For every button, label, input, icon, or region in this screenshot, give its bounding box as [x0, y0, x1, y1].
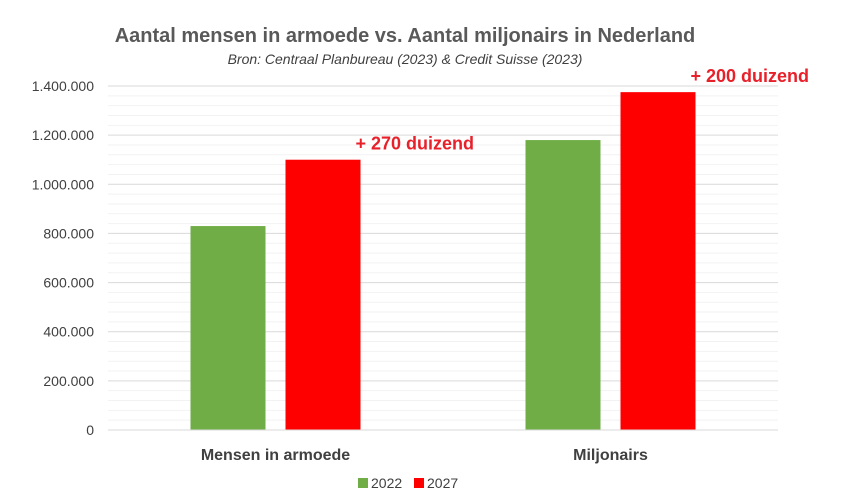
- y-tick-label: 0: [86, 422, 94, 438]
- legend-swatch: [358, 478, 368, 488]
- y-tick-label: 1.000.000: [32, 176, 94, 192]
- y-axis-tick-labels: 0 200.000 400.000 600.000 800.000 1.000.000 1.…: [32, 78, 95, 438]
- bar-annotation: + 200 duizend: [691, 66, 810, 86]
- x-category-label: Mensen in armoede: [201, 447, 350, 464]
- legend: 2022 2027: [358, 475, 458, 491]
- y-tick-label: 1.200.000: [32, 127, 94, 143]
- bar-2022-0: [190, 226, 266, 430]
- y-tick-label: 200.000: [43, 373, 94, 389]
- chart-subtitle: Bron: Centraal Planbureau (2023) & Credi…: [228, 51, 583, 67]
- legend-swatch: [414, 478, 424, 488]
- bar-annotation: + 270 duizend: [356, 134, 475, 154]
- y-tick-label: 1.400.000: [32, 78, 94, 94]
- bar-2027-1: [620, 92, 696, 431]
- y-tick-label: 600.000: [43, 275, 94, 291]
- legend-label: 2027: [427, 475, 458, 491]
- chart-title: Aantal mensen in armoede vs. Aantal milj…: [115, 25, 696, 47]
- x-category-label: Miljonairs: [573, 447, 648, 464]
- y-tick-label: 800.000: [43, 225, 94, 241]
- x-axis-category-labels: Mensen in armoede Miljonairs: [201, 447, 648, 464]
- annotations: + 270 duizend + 200 duizend: [356, 66, 810, 154]
- bar-2022-1: [525, 140, 601, 431]
- y-tick-label: 400.000: [43, 324, 94, 340]
- legend-label: 2022: [371, 475, 402, 491]
- bar-2027-0: [285, 159, 361, 430]
- bars: [190, 92, 696, 431]
